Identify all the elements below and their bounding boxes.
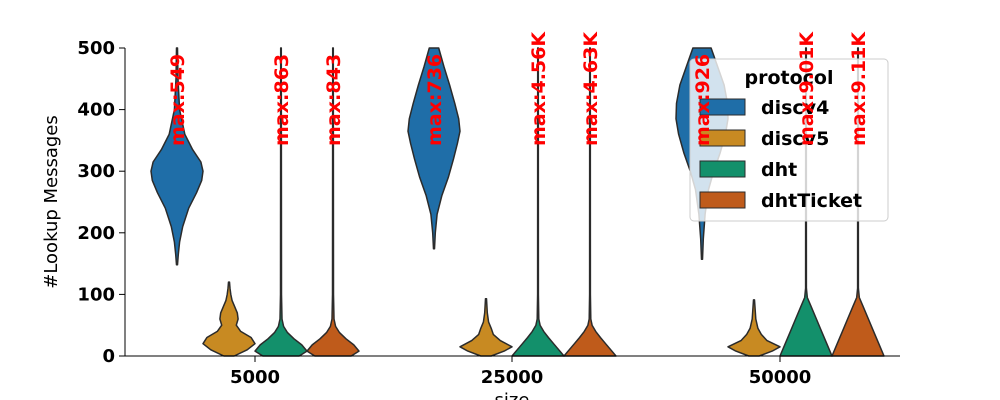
x-tick-label: 5000 [230,367,280,388]
x-tick-label: 25000 [481,367,544,388]
y-tick-label: 400 [77,100,115,121]
legend-swatch-discv4 [699,98,746,116]
violin-discv5-50000 [727,299,781,357]
legend-swatch-dht [699,160,746,178]
y-tick-label: 300 [77,161,115,182]
max-label-dhtTicket-50000: max:9.11K [848,31,870,146]
x-axis-ticks: 5000 25000 50000 [230,356,811,388]
legend-swatch-discv5 [699,129,746,147]
legend-label-discv4: discv4 [761,97,829,119]
legend-title: protocol [745,67,834,89]
violin-dht-5000 [254,47,308,357]
max-label-dht-50000: max:9.01K [796,31,818,146]
max-label-discv4-5000: max:549 [167,54,189,146]
x-tick-label: 50000 [749,367,812,388]
x-axis-label: size [495,390,530,400]
y-tick-label: 0 [102,346,115,367]
legend: protocol discv4 discv5 dht dhtTicket [689,58,889,222]
violin-dhtTicket-5000 [306,47,360,357]
violin-discv5-5000 [202,281,256,357]
max-labels: max:549 max:736 max:926 max:863 max:4.56K max… [167,31,870,146]
y-tick-label: 500 [77,38,115,59]
max-label-discv4-50000: max:926 [692,54,714,146]
violin-discv5-25000 [459,297,513,357]
legend-items: discv4 discv5 dht dhtTicket [699,97,862,212]
legend-label-discv5: discv5 [761,128,829,150]
violin-discv4-5000 [150,47,204,266]
legend-swatch-dhtTicket [699,191,746,209]
max-label-dhtTicket-5000: max:843 [323,54,345,146]
violin-dhtTicket-25000 [563,47,617,357]
violin-dht-25000 [511,47,565,357]
legend-label-dhtTicket: dhtTicket [761,190,862,212]
violin-discv4-25000 [407,47,461,250]
max-label-dht-5000: max:863 [271,54,293,146]
y-axis-label: #Lookup Messages [41,115,62,289]
y-axis-ticks: 0 100 200 300 400 500 [77,38,125,367]
max-label-dhtTicket-25000: max:4.63K [580,31,602,146]
max-label-discv4-25000: max:736 [424,54,446,146]
max-label-dht-25000: max:4.56K [528,31,550,146]
y-tick-label: 200 [77,223,115,244]
legend-label-dht: dht [761,159,797,181]
y-tick-label: 100 [77,284,115,305]
